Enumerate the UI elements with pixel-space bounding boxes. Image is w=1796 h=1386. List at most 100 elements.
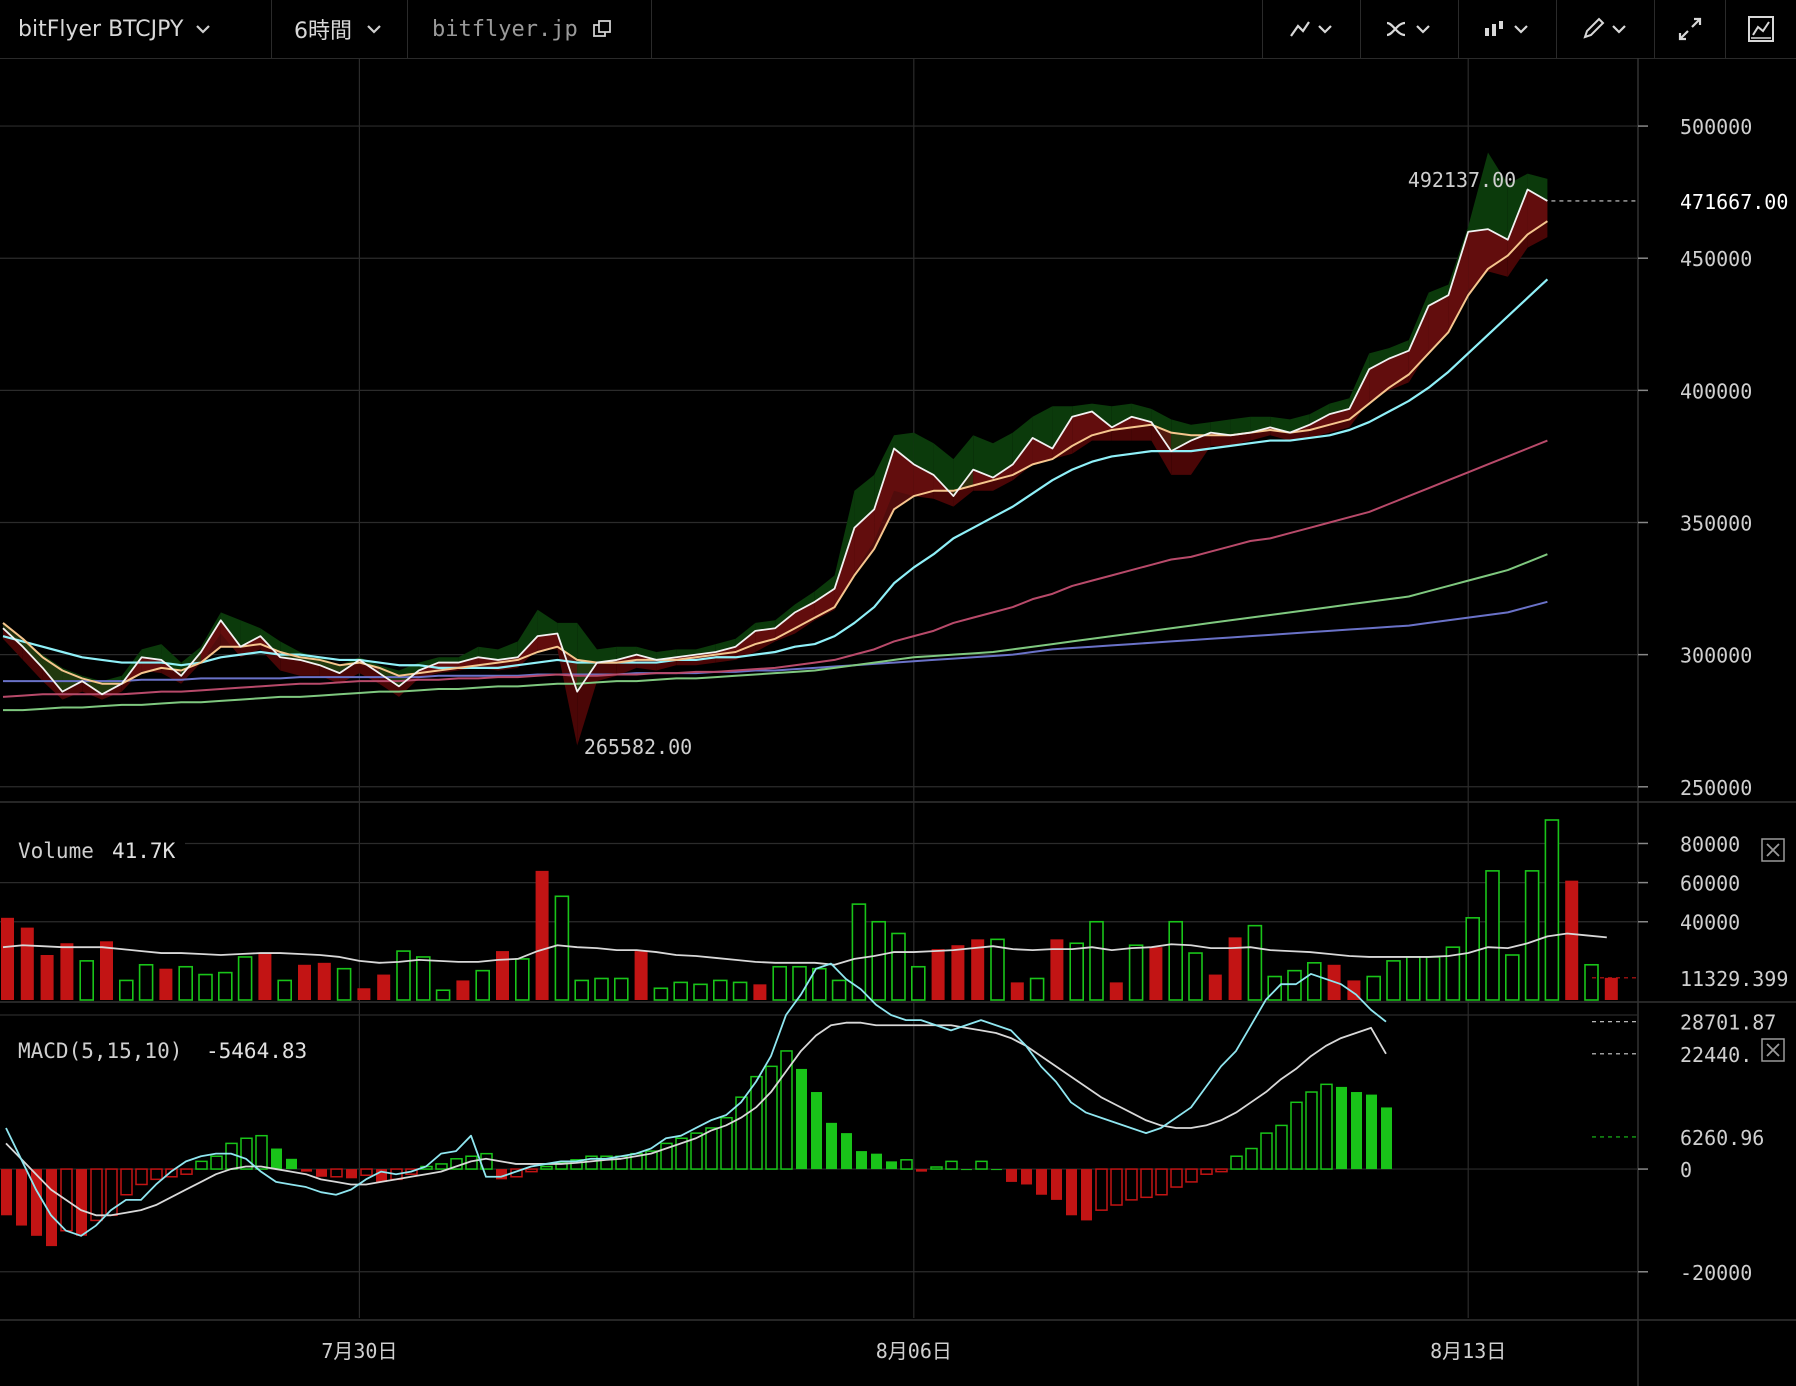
macd-line	[5, 962, 1387, 1237]
price-lines	[2, 188, 1549, 712]
macd-hist-bar	[660, 1142, 673, 1170]
upper-band-segment	[933, 443, 954, 497]
macd-hist-bar	[720, 1116, 733, 1170]
price-tick-label: 500000	[1680, 115, 1752, 139]
volume-tick-label: 60000	[1680, 872, 1740, 896]
volume-bar	[910, 965, 926, 1001]
x-tick-label: 8月13日	[1430, 1339, 1506, 1363]
macd-tick-label: -20000	[1680, 1261, 1752, 1285]
macd-hist-bar	[105, 1168, 118, 1217]
macd-hist-bar	[1155, 1168, 1168, 1196]
upper-band-segment	[438, 657, 459, 663]
toolbar: bitFlyer BTCJPY 6時間 bitflyer.jp	[0, 0, 1796, 59]
ma-slow-line	[2, 439, 1548, 698]
source-label: bitflyer.jp	[432, 16, 578, 42]
upper-band-segment	[1032, 406, 1053, 449]
macd-hist-bar	[1245, 1147, 1258, 1170]
volume-bar	[357, 988, 371, 1000]
upper-band-segment	[141, 644, 162, 660]
macd-hist-bar	[735, 1096, 748, 1170]
volume-bar	[1089, 920, 1104, 1001]
upper-band-segment	[201, 612, 221, 652]
macd-hist-bar	[1140, 1168, 1153, 1199]
macd-hist-bar	[780, 1050, 793, 1170]
price-tick-label: 450000	[1680, 247, 1752, 271]
upper-band-segment	[1369, 348, 1389, 370]
upper-band-segment	[814, 575, 835, 602]
external-link-icon	[592, 20, 611, 37]
macd-hist-bar	[645, 1150, 658, 1170]
ma-green-line	[3, 553, 1548, 712]
volume-bar	[1425, 956, 1441, 1001]
ma-mid-line	[2, 278, 1549, 669]
symbol-label: bitFlyer BTCJPY	[18, 16, 184, 42]
macd-hist-bar	[255, 1134, 268, 1170]
fullscreen-button[interactable]	[1654, 0, 1725, 58]
volume-bar	[554, 895, 570, 1001]
source-link[interactable]: bitflyer.jp	[408, 0, 652, 58]
upper-band-segment	[1408, 292, 1429, 351]
line-chart-button[interactable]	[1262, 0, 1360, 58]
candlestick-button[interactable]	[1458, 0, 1556, 58]
last-price-bg	[1660, 186, 1796, 215]
upper-band-segment	[517, 609, 538, 658]
symbol-selector[interactable]: bitFlyer BTCJPY	[0, 0, 272, 58]
macd-hist-bar	[1336, 1086, 1347, 1170]
upper-band-segment	[953, 435, 974, 497]
ma-fill-segment	[795, 601, 815, 629]
ma-fill-segment	[141, 657, 162, 674]
screenshot-button[interactable]	[1725, 0, 1796, 58]
volume-bar	[415, 956, 431, 1001]
macd-hist-bar	[1006, 1169, 1017, 1182]
upper-band-segment	[1349, 353, 1370, 409]
volume-bar	[1247, 924, 1263, 1001]
macd-hist-bar	[316, 1169, 327, 1177]
ma-fill-segment	[854, 509, 875, 576]
macd-hist-bar	[360, 1168, 373, 1176]
ma-fill-segment	[1012, 437, 1033, 475]
ma-fast-line	[2, 220, 1548, 685]
ma-blue-line	[3, 600, 1548, 683]
macd-signal-line	[5, 1021, 1387, 1217]
macd-hist-bar	[240, 1137, 253, 1170]
macd-hist-bar	[1230, 1155, 1243, 1170]
upper-band-segment	[854, 474, 875, 528]
volume-bar	[990, 938, 1005, 1001]
price-tick-label: 300000	[1680, 644, 1752, 668]
macd-hist-bar	[871, 1153, 882, 1170]
macd-hist-bar	[975, 1160, 988, 1170]
high-price-label: 492137.00	[1408, 168, 1516, 192]
upper-band-segment	[834, 490, 855, 589]
upper-band-segment	[478, 646, 498, 660]
ma-fill-segment	[775, 612, 795, 639]
macd-hist-bar	[811, 1092, 822, 1170]
macd-hist-bar	[705, 1127, 718, 1170]
upper-band-segment	[1527, 173, 1548, 201]
macd-hist-bar	[90, 1168, 103, 1222]
close-volume-pane-button[interactable]	[1761, 838, 1785, 862]
macd-hist-bar	[1185, 1168, 1198, 1183]
macd-hist-bar	[1110, 1168, 1123, 1206]
volume-bars	[1, 819, 1618, 1001]
drawing-button[interactable]	[1556, 0, 1654, 58]
macd-hist-bar	[1275, 1124, 1288, 1170]
lower-band-segment	[1230, 432, 1251, 446]
indicator-button[interactable]	[1360, 0, 1458, 58]
volume-tick-label: 40000	[1680, 911, 1740, 935]
macd-hist-bar	[690, 1132, 703, 1170]
volume-bar	[1029, 977, 1045, 1001]
macd-hist-bar	[916, 1169, 927, 1172]
macd-hist-bar	[150, 1168, 163, 1181]
volume-bar	[198, 973, 213, 1001]
interval-selector[interactable]: 6時間	[272, 0, 408, 58]
volume-bar	[1, 917, 14, 1000]
macd-hist-bar	[675, 1137, 688, 1170]
macd-hist-bar	[900, 1159, 913, 1170]
macd-hist-bar	[570, 1159, 583, 1170]
volume-bar	[218, 971, 233, 1001]
macd-hist-bar	[346, 1169, 357, 1179]
close-icon	[1761, 1038, 1785, 1062]
macd-hist-bar	[1351, 1092, 1362, 1170]
close-macd-pane-button[interactable]	[1761, 1038, 1785, 1062]
